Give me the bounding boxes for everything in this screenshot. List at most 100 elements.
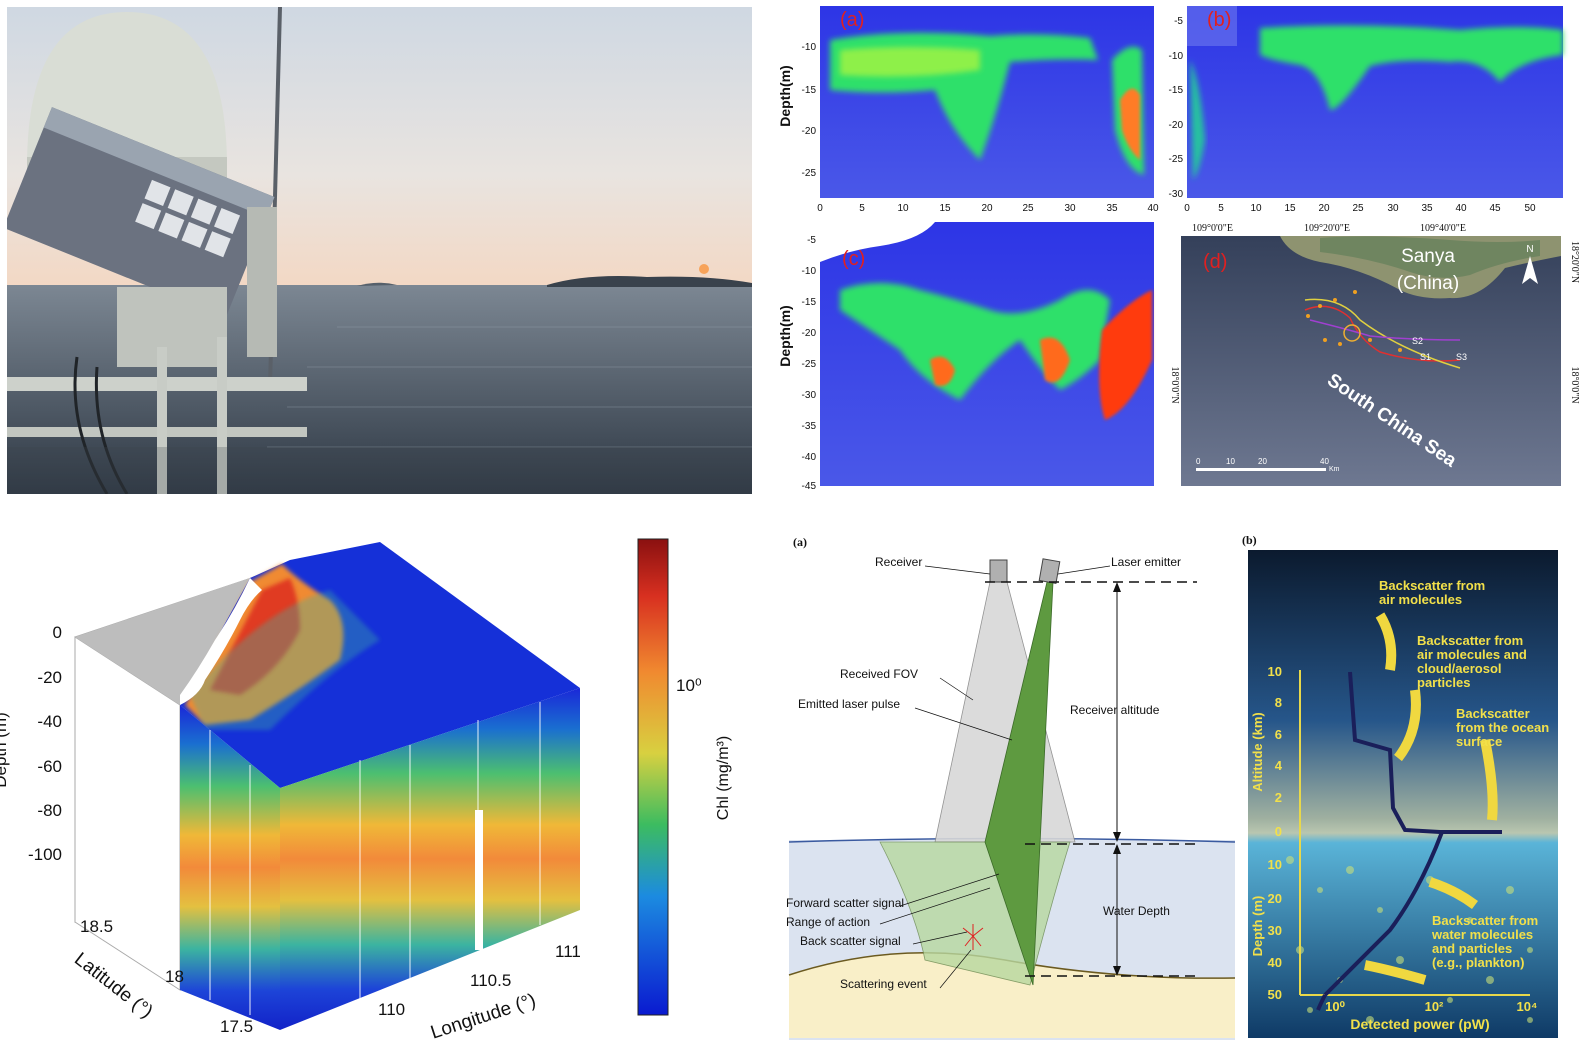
svg-text:0: 0 [1275, 824, 1282, 839]
svg-text:-40: -40 [802, 452, 817, 463]
schematic-label: (a) [793, 535, 807, 549]
svg-text:8: 8 [1275, 695, 1282, 710]
svg-text:-10: -10 [1169, 51, 1184, 62]
lon-ticks: 110 110.5 111 [378, 942, 581, 1019]
svg-text:Km: Km [1329, 466, 1340, 473]
panel-a-ylabel: Depth(m) [777, 65, 793, 126]
svg-text:30: 30 [1064, 203, 1076, 214]
power-profile-figure: (b) Backscatter from air molecules Backs… [1242, 533, 1558, 1038]
svg-text:110: 110 [378, 1000, 405, 1019]
panel-a-xticks: 0 5 10 15 20 25 30 35 40 [817, 203, 1159, 214]
north-arrow-icon [1522, 256, 1538, 284]
ann-cloud-2: air molecules and [1417, 647, 1527, 662]
svg-text:10²: 10² [1425, 999, 1444, 1014]
svg-text:17.5: 17.5 [220, 1017, 253, 1036]
svg-text:40: 40 [1320, 457, 1329, 466]
ann-water-4: (e.g., plankton) [1432, 955, 1524, 970]
svg-text:-15: -15 [802, 297, 817, 308]
map-lon-3: 109°40'0"E [1420, 223, 1466, 234]
svg-text:20: 20 [981, 203, 993, 214]
depth-ticks-b: 10 20 30 40 50 [1268, 857, 1282, 1002]
panel-a-label: (a) [840, 9, 864, 31]
svg-text:25: 25 [1352, 203, 1364, 214]
map-lat-left: 18°0'0"N [1169, 366, 1180, 403]
svg-text:10: 10 [1268, 664, 1282, 679]
svg-text:-10: -10 [802, 42, 817, 53]
map-lon-1: 109°0'0"E [1192, 223, 1233, 234]
svg-text:40: 40 [1268, 955, 1282, 970]
ann-cloud-3: cloud/aerosol [1417, 661, 1502, 676]
svg-text:10: 10 [1268, 857, 1282, 872]
chl-cube-figure: 0 -20 -40 -60 -80 -100 Depth (m) 18.5 18… [0, 538, 732, 1044]
lat-ticks: 18.5 18 17.5 [80, 917, 253, 1036]
colorbar [637, 538, 669, 1016]
svg-text:-15: -15 [802, 85, 817, 96]
svg-text:-80: -80 [37, 801, 62, 820]
range-of-action-label: Range of action [786, 915, 870, 929]
station-s2: S2 [1412, 336, 1423, 346]
svg-text:18.5: 18.5 [80, 917, 113, 936]
svg-text:18: 18 [165, 967, 184, 986]
map-lat-right-1: 18°20'0"N [1569, 241, 1580, 283]
panel-c-yticks: -5 -10 -15 -20 -25 -30 -35 -40 -45 [802, 235, 817, 492]
svg-text:0: 0 [1184, 203, 1190, 214]
forward-scatter-label: Forward scatter signal [786, 896, 904, 910]
lidar-photo [7, 7, 752, 494]
svg-text:30: 30 [1387, 203, 1399, 214]
panel-b-yticks: -5 -10 -15 -20 -25 -30 [1169, 16, 1184, 200]
receiver-icon [989, 559, 1008, 583]
map-lon-2: 109°20'0"E [1304, 223, 1350, 234]
map-country: (China) [1397, 273, 1459, 294]
ann-air: Backscatter from [1379, 578, 1485, 593]
svg-text:25: 25 [1022, 203, 1034, 214]
svg-text:30: 30 [1268, 923, 1282, 938]
scattering-event-label: Scattering event [840, 977, 927, 991]
station-s1: S1 [1420, 352, 1431, 362]
panel-a-yticks: -10 -15 -20 -25 [802, 42, 817, 179]
svg-text:110.5: 110.5 [470, 971, 511, 990]
svg-text:-40: -40 [37, 712, 62, 731]
svg-text:35: 35 [1421, 203, 1433, 214]
svg-text:5: 5 [859, 203, 865, 214]
station-s3: S3 [1456, 352, 1467, 362]
svg-text:20: 20 [1318, 203, 1330, 214]
svg-text:-20: -20 [802, 126, 817, 137]
svg-text:45: 45 [1489, 203, 1501, 214]
received-fov-label: Received FOV [840, 667, 918, 681]
ann-surface-2: from the ocean [1456, 720, 1549, 735]
ann-water-3: and particles [1432, 941, 1512, 956]
svg-text:40: 40 [1455, 203, 1467, 214]
svg-text:-20: -20 [37, 668, 62, 687]
lidar-schematic: (a) Receiver Laser emitter Received FOV … [786, 535, 1236, 1040]
svg-text:-30: -30 [802, 390, 817, 401]
svg-text:50: 50 [1524, 203, 1536, 214]
panel-c-label: (c) [842, 248, 865, 270]
depth-ticks: 0 -20 -40 -60 -80 -100 [28, 623, 62, 864]
svg-text:-60: -60 [37, 757, 62, 776]
profiles-figure: (a) Depth(m) -10 -15 -20 -25 0 5 10 15 2… [777, 6, 1580, 492]
svg-text:-45: -45 [802, 481, 817, 492]
svg-text:-35: -35 [802, 421, 817, 432]
ann-air-2: air molecules [1379, 592, 1462, 607]
svg-text:50: 50 [1268, 987, 1282, 1002]
lon-axis-label: Longitude (°) [428, 990, 538, 1044]
ann-surface: Backscatter [1456, 706, 1530, 721]
svg-text:-20: -20 [802, 328, 817, 339]
ann-cloud: Backscatter from [1417, 633, 1523, 648]
svg-text:40: 40 [1147, 203, 1159, 214]
svg-text:10: 10 [1226, 457, 1235, 466]
altitude-axis-label: Altitude (km) [1250, 712, 1265, 791]
profile-panel-c: (c) Depth(m) -5 -10 -15 -20 -25 -30 -35 … [777, 222, 1154, 492]
panel-b-label: (b) [1207, 9, 1231, 31]
svg-text:2: 2 [1275, 790, 1282, 805]
profile-panel-b: (b) -5 -10 -15 -20 -25 -30 0 5 10 15 20 … [1169, 6, 1563, 214]
svg-text:-10: -10 [802, 266, 817, 277]
svg-text:-5: -5 [807, 235, 816, 246]
svg-text:-25: -25 [802, 168, 817, 179]
power-xticks: 10⁰ 10² 10⁴ [1325, 999, 1537, 1014]
power-plot-label: (b) [1242, 533, 1257, 547]
back-scatter-label: Back scatter signal [800, 934, 901, 948]
svg-text:-15: -15 [1169, 85, 1184, 96]
receiver-altitude-label: Receiver altitude [1070, 703, 1160, 717]
colorbar-tick: 10⁰ [676, 676, 702, 695]
